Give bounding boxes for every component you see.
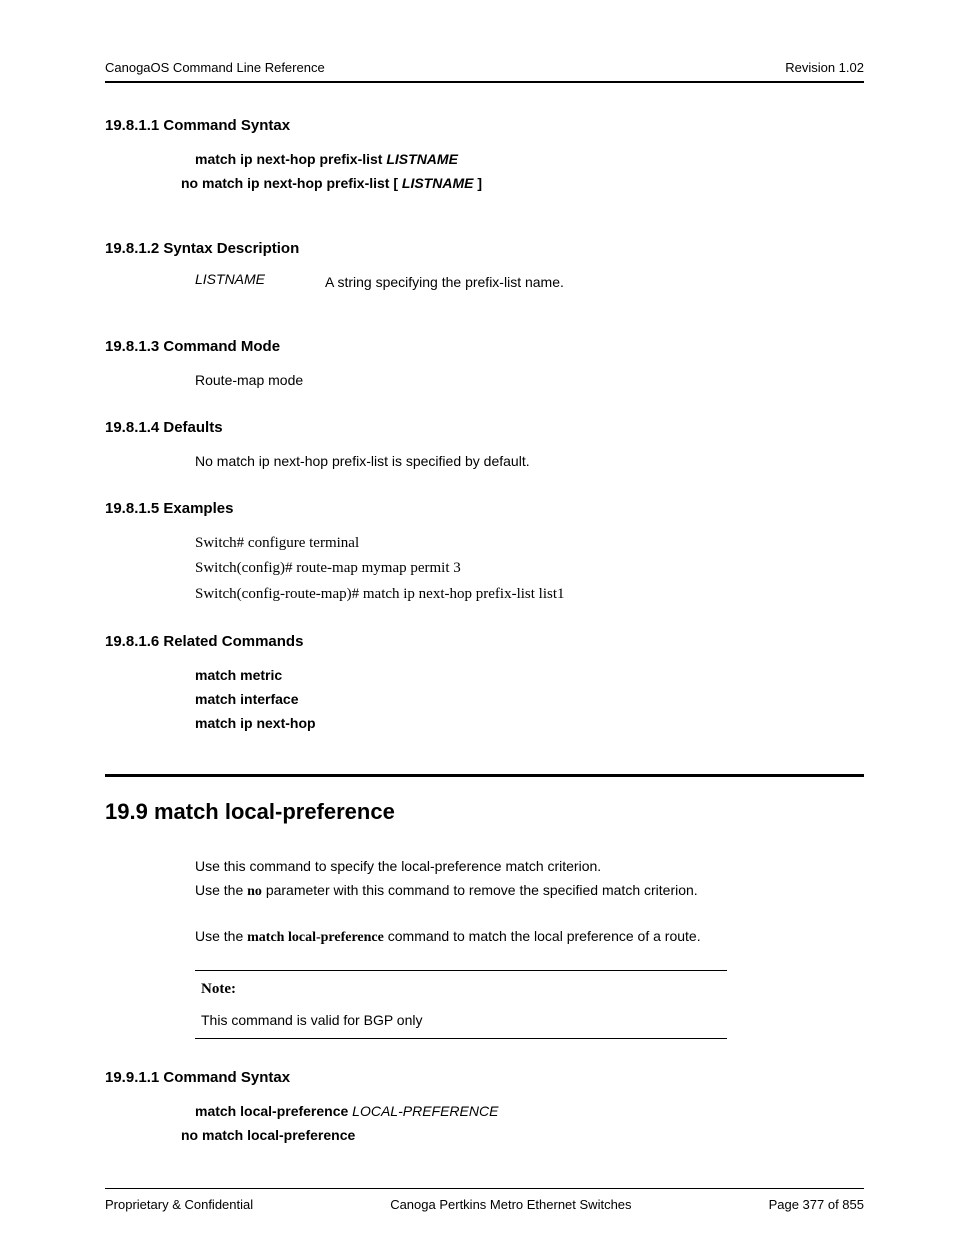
- text: command to match the local preference of…: [384, 928, 701, 944]
- syntax-param: LISTNAME: [386, 151, 458, 167]
- heading-syntax-description: 19.8.1.2 Syntax Description: [105, 240, 864, 257]
- related-command: match ip next-hop: [195, 712, 864, 736]
- example-line: Switch(config)# route-map mymap permit 3: [195, 556, 864, 582]
- related-command: match interface: [195, 688, 864, 712]
- text: parameter with this command to remove th…: [262, 882, 698, 898]
- heading-examples: 19.8.1.5 Examples: [105, 500, 864, 517]
- param-row: LISTNAME A string specifying the prefix-…: [195, 271, 864, 295]
- syntax-text: match local-preference: [195, 1103, 352, 1119]
- param-name: LISTNAME: [195, 271, 325, 295]
- body-paragraph: Use this command to specify the local-pr…: [195, 855, 864, 879]
- note-box: Note: This command is valid for BGP only: [195, 970, 727, 1039]
- heading-command-syntax-2: 19.9.1.1 Command Syntax: [105, 1069, 864, 1086]
- heading-title: match local-preference: [154, 799, 395, 824]
- syntax-param: LOCAL-PREFERENCE: [352, 1103, 498, 1119]
- param-description: A string specifying the prefix-list name…: [325, 271, 864, 295]
- header-left: CanogaOS Command Line Reference: [105, 60, 325, 75]
- document-page: CanogaOS Command Line Reference Revision…: [0, 0, 954, 1252]
- heading-command-syntax-1: 19.8.1.1 Command Syntax: [105, 117, 864, 134]
- note-text: This command is valid for BGP only: [201, 1012, 721, 1028]
- text: Use the: [195, 928, 247, 944]
- syntax-text: match ip next-hop prefix-list: [195, 151, 386, 167]
- syntax-param: LISTNAME: [402, 175, 474, 191]
- text: Use the: [195, 882, 247, 898]
- syntax-line-2: no match ip next-hop prefix-list [ LISTN…: [181, 172, 864, 196]
- related-command: match metric: [195, 664, 864, 688]
- syntax-text: ]: [473, 175, 482, 191]
- footer-right: Page 377 of 855: [769, 1197, 864, 1212]
- major-heading: 19.9 match local-preference: [105, 799, 864, 825]
- footer-center: Canoga Pertkins Metro Ethernet Switches: [390, 1197, 631, 1212]
- keyword: no: [247, 884, 262, 899]
- example-line: Switch(config-route-map)# match ip next-…: [195, 582, 864, 608]
- section-divider: [105, 774, 864, 777]
- page-header: CanogaOS Command Line Reference Revision…: [105, 60, 864, 83]
- syntax-line: match local-preference LOCAL-PREFERENCE: [195, 1100, 864, 1124]
- syntax-line: no match local-preference: [181, 1124, 864, 1148]
- heading-command-mode: 19.8.1.3 Command Mode: [105, 338, 864, 355]
- heading-defaults: 19.8.1.4 Defaults: [105, 419, 864, 436]
- footer-left: Proprietary & Confidential: [105, 1197, 253, 1212]
- body-paragraph: Use the no parameter with this command t…: [195, 879, 864, 904]
- defaults-text: No match ip next-hop prefix-list is spec…: [195, 450, 864, 474]
- heading-number: 19.9: [105, 799, 148, 824]
- body-paragraph: Use the match local-preference command t…: [195, 925, 864, 950]
- heading-related-commands: 19.8.1.6 Related Commands: [105, 633, 864, 650]
- page-footer: Proprietary & Confidential Canoga Pertki…: [105, 1197, 864, 1212]
- note-label: Note:: [201, 981, 721, 998]
- syntax-line-1: match ip next-hop prefix-list LISTNAME: [195, 148, 864, 172]
- mode-text: Route-map mode: [195, 369, 864, 393]
- syntax-text: no match ip next-hop prefix-list [: [181, 175, 402, 191]
- example-line: Switch# configure terminal: [195, 531, 864, 557]
- keyword: match local-preference: [247, 930, 384, 945]
- header-right: Revision 1.02: [785, 60, 864, 75]
- footer-divider: [105, 1188, 864, 1189]
